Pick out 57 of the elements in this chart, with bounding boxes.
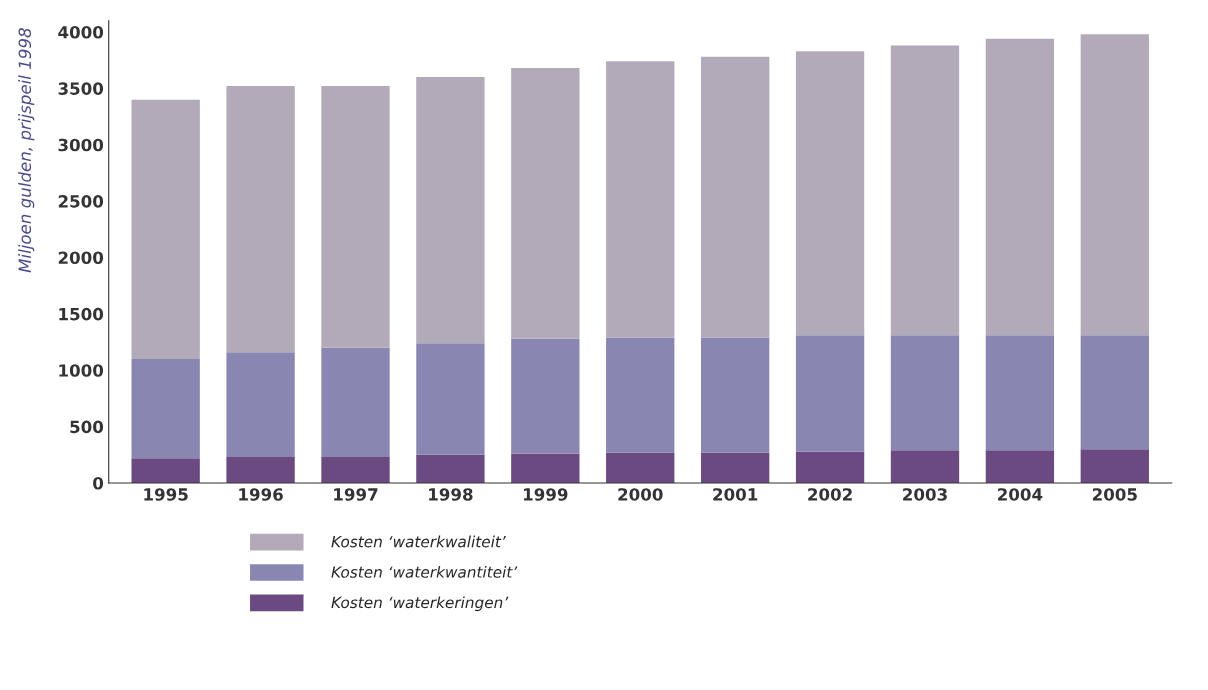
bar	[985, 38, 1055, 336]
x-tick-label: 1996	[239, 488, 283, 501]
y-tick-label: 3500	[58, 82, 104, 95]
bar	[226, 352, 295, 458]
bar	[131, 458, 200, 483]
y-tick-label: 2000	[58, 251, 104, 265]
bar	[416, 343, 485, 455]
bar	[606, 337, 675, 453]
x-tick-label: 1997	[334, 488, 378, 501]
bar	[606, 61, 675, 338]
bar	[416, 77, 485, 344]
bar	[700, 337, 770, 453]
legend-label: Kosten ‘waterkwantiteit’	[331, 565, 518, 578]
y-axis-title: Miljoen gulden, prijspeil 1998	[18, 28, 35, 273]
x-tick-label: 2001	[713, 488, 758, 501]
y-tick-label: 1500	[59, 307, 104, 321]
x-tick-label: 2003	[903, 488, 947, 501]
bar	[606, 452, 675, 483]
bar	[131, 99, 200, 359]
bar	[511, 453, 580, 483]
bar	[890, 450, 960, 483]
x-tick-label: 2005	[1092, 488, 1137, 501]
bar	[700, 56, 770, 338]
bar	[321, 347, 390, 458]
x-tick-label: 1995	[144, 488, 188, 501]
bar	[1080, 34, 1149, 336]
bar	[131, 358, 200, 459]
y-tick-label: 3000	[58, 138, 104, 152]
bar	[795, 335, 865, 452]
bar	[226, 86, 295, 353]
bar	[321, 457, 390, 483]
bar	[795, 451, 865, 483]
bar	[985, 335, 1055, 451]
legend-label: Kosten ‘waterkeringen’	[331, 596, 509, 612]
legend-label: Kosten ‘waterkwaliteit’	[331, 535, 506, 548]
bar	[1080, 449, 1149, 483]
x-tick-label: 2004	[998, 488, 1043, 501]
bar	[795, 51, 865, 336]
x-tick-label: 1998	[429, 488, 473, 501]
x-tick-label: 2002	[808, 488, 852, 501]
y-tick-label: 0	[93, 476, 104, 490]
bar	[511, 338, 580, 454]
bar	[985, 450, 1055, 483]
bar	[226, 457, 295, 483]
x-tick-label: 2000	[618, 488, 663, 501]
bar	[890, 45, 960, 336]
y-tick-label: 2500	[58, 195, 104, 208]
bar	[890, 335, 960, 451]
bar	[321, 86, 390, 348]
bar	[511, 68, 580, 339]
y-tick-label: 1000	[59, 364, 104, 377]
bar	[700, 452, 770, 483]
bar	[1080, 335, 1149, 450]
x-tick-label: 1999	[524, 488, 568, 501]
y-tick-label: 4000	[58, 25, 104, 39]
bar	[416, 454, 485, 483]
y-tick-label: 500	[70, 420, 104, 434]
